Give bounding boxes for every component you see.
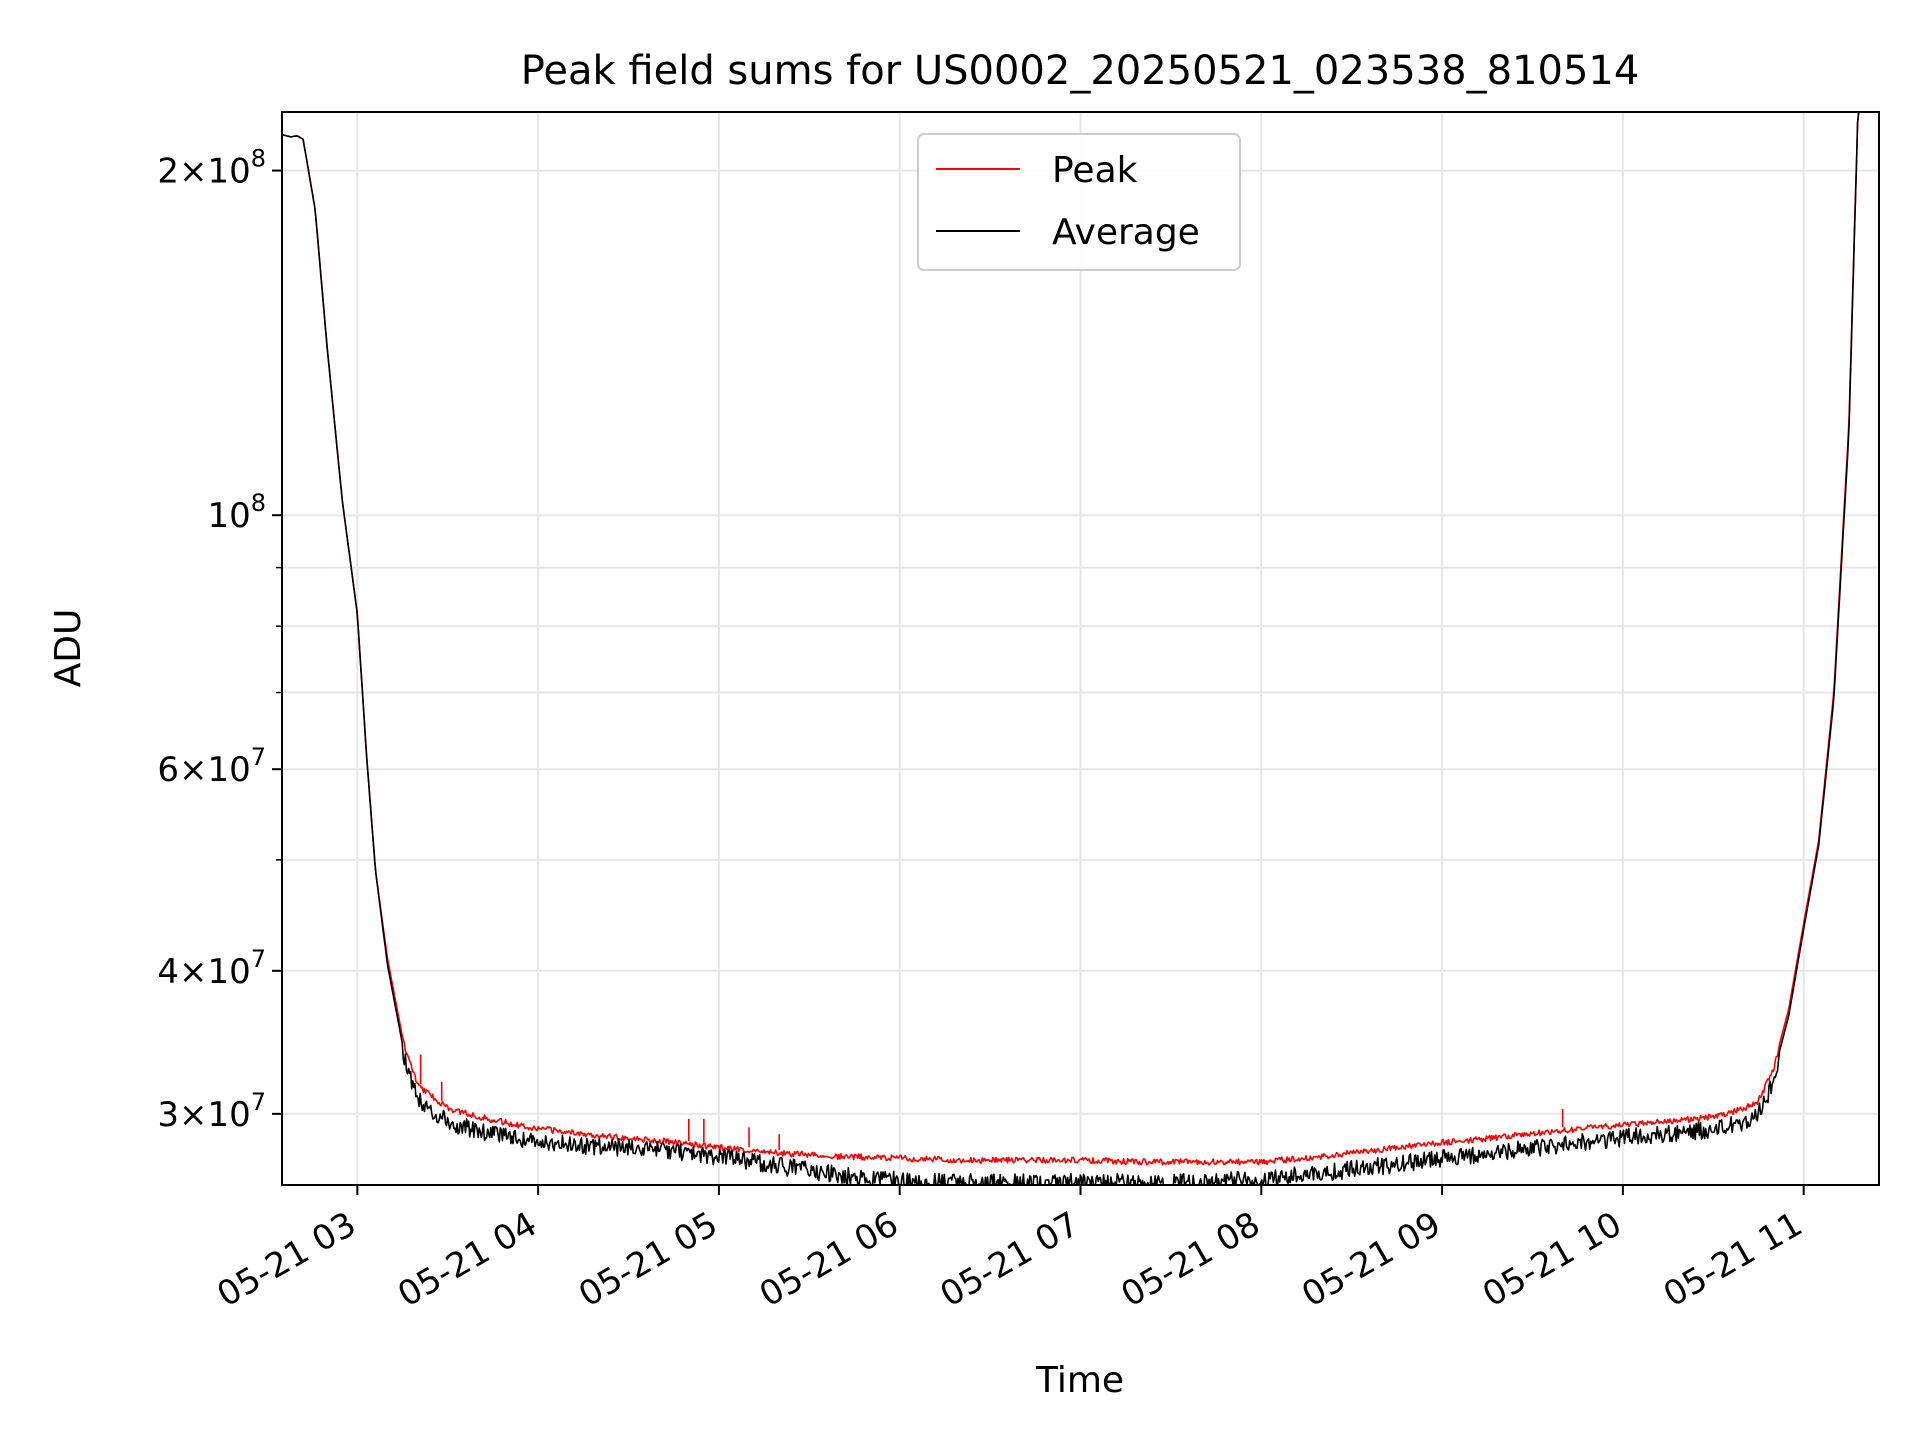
y-tick-label: 2×108 <box>157 145 266 192</box>
series-line-average <box>282 112 1879 1185</box>
grid-lines <box>282 112 1879 1185</box>
legend: Peak Average <box>917 133 1241 271</box>
chart-title: Peak field sums for US0002_20250521_0235… <box>521 48 1640 94</box>
y-axis-label: ADU <box>48 609 89 688</box>
legend-peak-label: Peak <box>1052 150 1138 191</box>
legend-average-label: Average <box>1052 212 1200 253</box>
series-line-peak <box>282 112 1879 1166</box>
y-tick-label: 6×107 <box>157 743 266 790</box>
series-layer <box>282 112 1879 1185</box>
x-axis-label: Time <box>1035 1360 1124 1401</box>
y-tick-label: 3×107 <box>157 1088 266 1135</box>
y-tick-label: 4×107 <box>157 945 266 992</box>
y-tick-label: 108 <box>207 489 266 536</box>
y-axis: 3×107 4×107 6×107 108 2×108 <box>157 145 282 1135</box>
